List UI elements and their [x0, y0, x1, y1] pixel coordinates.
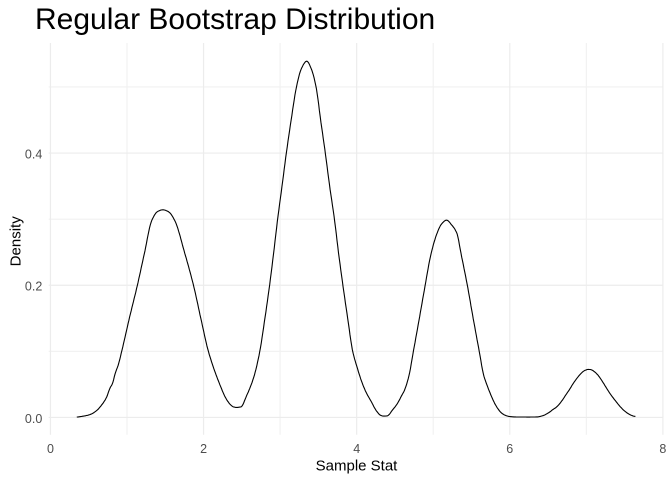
svg-text:2: 2	[200, 442, 207, 456]
svg-text:0: 0	[47, 442, 54, 456]
svg-text:Regular Bootstrap Distribution: Regular Bootstrap Distribution	[35, 3, 435, 36]
svg-text:Density: Density	[8, 216, 25, 267]
svg-text:0.2: 0.2	[25, 280, 42, 294]
svg-text:8: 8	[659, 442, 666, 456]
svg-text:4: 4	[353, 442, 360, 456]
svg-text:Sample Stat: Sample Stat	[316, 458, 399, 475]
svg-text:0.0: 0.0	[25, 412, 42, 426]
svg-text:0.4: 0.4	[25, 148, 42, 162]
svg-text:6: 6	[506, 442, 513, 456]
